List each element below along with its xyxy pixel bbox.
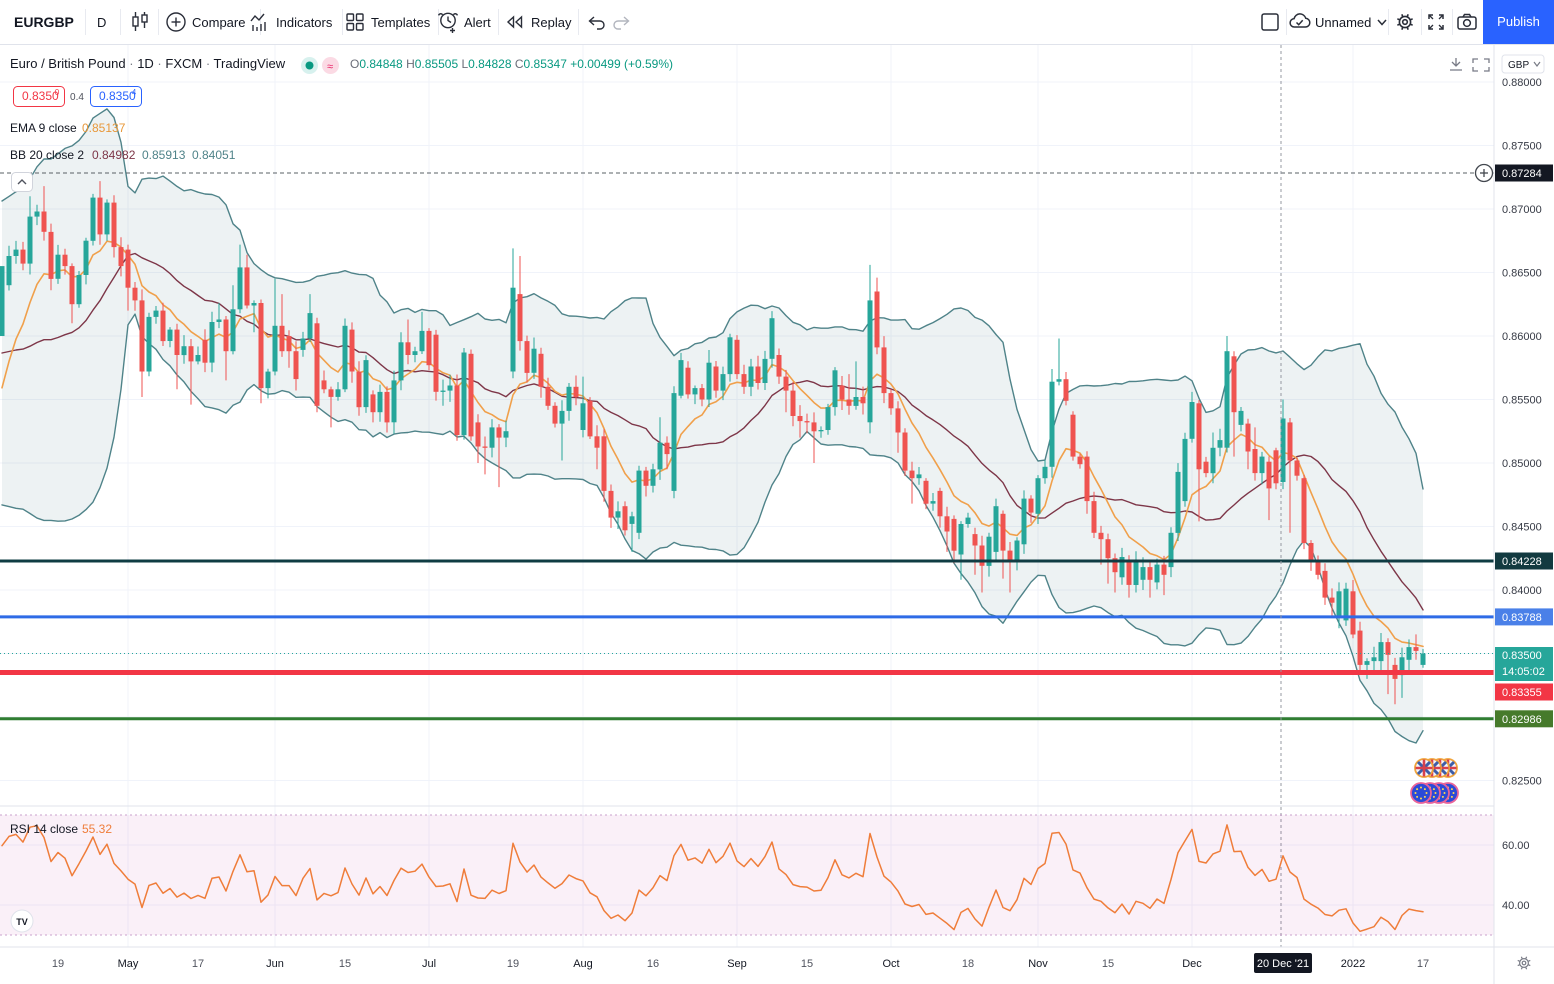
svg-text:14:05:02: 14:05:02 [1502, 666, 1545, 678]
svg-text:GBP: GBP [1508, 60, 1529, 71]
svg-text:19: 19 [52, 958, 64, 970]
svg-text:RSI 14 close: RSI 14 close [10, 822, 78, 836]
svg-text:4: 4 [132, 88, 137, 97]
svg-text:TV: TV [16, 917, 28, 927]
svg-text:Oct: Oct [882, 958, 899, 970]
svg-text:20 Dec '21: 20 Dec '21 [1257, 958, 1309, 970]
svg-text:0.88000: 0.88000 [1502, 77, 1542, 89]
svg-text:0.84051: 0.84051 [192, 148, 236, 162]
svg-text:Euro / British Pound · 1D · FX: Euro / British Pound · 1D · FXCM · Tradi… [10, 56, 286, 71]
svg-text:0.4: 0.4 [70, 92, 84, 103]
svg-text:15: 15 [339, 958, 351, 970]
svg-text:EMA 9 close: EMA 9 close [10, 121, 77, 135]
svg-text:55.32: 55.32 [82, 822, 112, 836]
svg-text:0.8350: 0.8350 [99, 89, 136, 103]
svg-text:0.87000: 0.87000 [1502, 204, 1542, 216]
svg-text:Dec: Dec [1182, 958, 1202, 970]
svg-text:16: 16 [647, 958, 659, 970]
svg-text:40.00: 40.00 [1502, 900, 1530, 912]
svg-text:0.86000: 0.86000 [1502, 331, 1542, 343]
svg-text:0.8350: 0.8350 [22, 89, 59, 103]
svg-text:0.85000: 0.85000 [1502, 458, 1542, 470]
svg-text:May: May [118, 958, 139, 970]
svg-text:0.83355: 0.83355 [1502, 687, 1542, 699]
svg-text:0: 0 [55, 88, 60, 97]
svg-text:0.87284: 0.87284 [1502, 168, 1542, 180]
svg-text:Jun: Jun [266, 958, 284, 970]
svg-text:0.84228: 0.84228 [1502, 556, 1542, 568]
svg-text:Nov: Nov [1028, 958, 1048, 970]
svg-text:0.87500: 0.87500 [1502, 141, 1542, 153]
svg-text:17: 17 [1417, 958, 1429, 970]
svg-text:2022: 2022 [1341, 958, 1365, 970]
svg-text:0.83500: 0.83500 [1502, 650, 1542, 662]
svg-text:0.85913: 0.85913 [142, 148, 186, 162]
svg-text:0.85137: 0.85137 [82, 121, 126, 135]
svg-text:BB 20 close 2: BB 20 close 2 [10, 148, 84, 162]
svg-text:0.84982: 0.84982 [92, 148, 136, 162]
svg-text:0.82986: 0.82986 [1502, 714, 1542, 726]
svg-text:Aug: Aug [573, 958, 593, 970]
svg-text:O0.84848 H0.85505 L0.84828 C0.: O0.84848 H0.85505 L0.84828 C0.85347 +0.0… [350, 57, 673, 71]
svg-text:15: 15 [1102, 958, 1114, 970]
svg-text:0.82500: 0.82500 [1502, 776, 1542, 788]
svg-text:0.83788: 0.83788 [1502, 612, 1542, 624]
svg-text:0.84500: 0.84500 [1502, 522, 1542, 534]
svg-text:60.00: 60.00 [1502, 840, 1530, 852]
svg-text:18: 18 [962, 958, 974, 970]
svg-text:17: 17 [192, 958, 204, 970]
svg-text:15: 15 [801, 958, 813, 970]
svg-text:Jul: Jul [422, 958, 436, 970]
svg-text:≈: ≈ [327, 61, 333, 73]
svg-text:0.86500: 0.86500 [1502, 268, 1542, 280]
svg-text:19: 19 [507, 958, 519, 970]
svg-text:Sep: Sep [727, 958, 747, 970]
svg-text:0.85500: 0.85500 [1502, 395, 1542, 407]
svg-text:0.84000: 0.84000 [1502, 585, 1542, 597]
